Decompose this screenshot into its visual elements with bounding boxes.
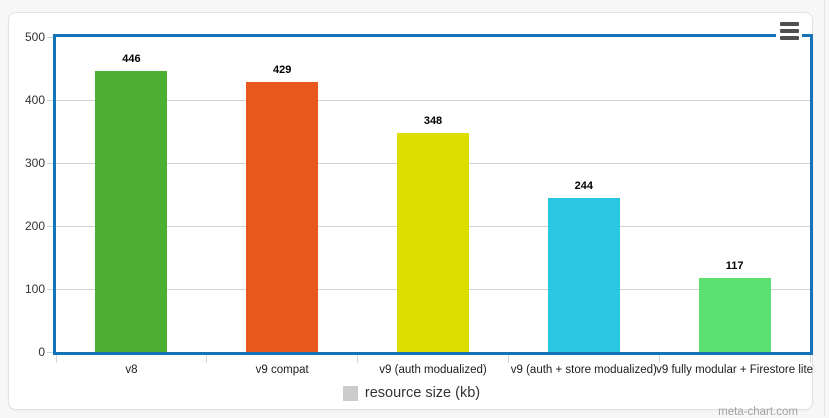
bar-v9-auth-store-modualized-[interactable]: [547, 198, 620, 352]
page-edge-divider: [824, 0, 825, 416]
x-category-label-5: v9 fully modular + Firestore lite: [656, 364, 814, 376]
y-tick-mark: [47, 162, 53, 164]
x-tick-mark: [55, 355, 57, 363]
x-tick-mark: [357, 355, 359, 363]
x-tick-mark: [809, 355, 811, 363]
bar-value-label: 446: [122, 53, 141, 66]
gridline-400: [56, 99, 810, 101]
y-tick-label-200: 200: [24, 219, 45, 233]
y-tick-mark: [47, 99, 53, 101]
y-tick-label-300: 300: [24, 156, 45, 170]
plot-inner: 446 429 348 244 117: [56, 37, 810, 352]
x-tick-mark: [658, 355, 660, 363]
y-tick-mark: [47, 351, 53, 353]
x-category-label-2: v9 compat: [255, 364, 309, 376]
bar-value-label: 348: [423, 114, 443, 127]
x-tick-mark: [206, 355, 208, 363]
y-tick-label-500: 500: [24, 30, 45, 44]
bar-v9-fully-modular-firestore-lite[interactable]: [698, 278, 771, 352]
bar-v9-compat[interactable]: [246, 81, 319, 352]
bar-v9-auth-modualized-[interactable]: [397, 132, 469, 352]
legend[interactable]: resource size (kb): [9, 385, 814, 401]
bar-value-label: 244: [574, 180, 593, 193]
watermark-link[interactable]: meta-chart.com: [718, 406, 798, 418]
x-category-label-3: v9 (auth modualized): [379, 364, 487, 376]
legend-swatch: [342, 385, 358, 401]
x-category-label-1: v8: [125, 364, 138, 376]
y-tick-mark: [47, 36, 53, 38]
chart-card: 0 100 200 300 400 500 446 429 348 244 117 v8 v9 co…: [8, 12, 814, 418]
bar-v8[interactable]: [95, 71, 168, 352]
x-category-label-4: v9 (auth + store modualized): [510, 364, 657, 376]
chart-context-menu-button[interactable]: [776, 19, 802, 43]
plot-area: 446 429 348 244 117: [53, 34, 813, 355]
y-tick-mark: [47, 225, 53, 227]
bar-value-label: 117: [725, 260, 744, 273]
y-tick-label-400: 400: [24, 93, 45, 107]
y-tick-mark: [47, 288, 53, 290]
legend-label: resource size (kb): [364, 385, 481, 401]
y-tick-label-100: 100: [24, 282, 45, 296]
bar-value-label: 429: [273, 63, 292, 76]
y-tick-label-0: 0: [38, 345, 45, 359]
x-tick-mark: [507, 355, 509, 363]
